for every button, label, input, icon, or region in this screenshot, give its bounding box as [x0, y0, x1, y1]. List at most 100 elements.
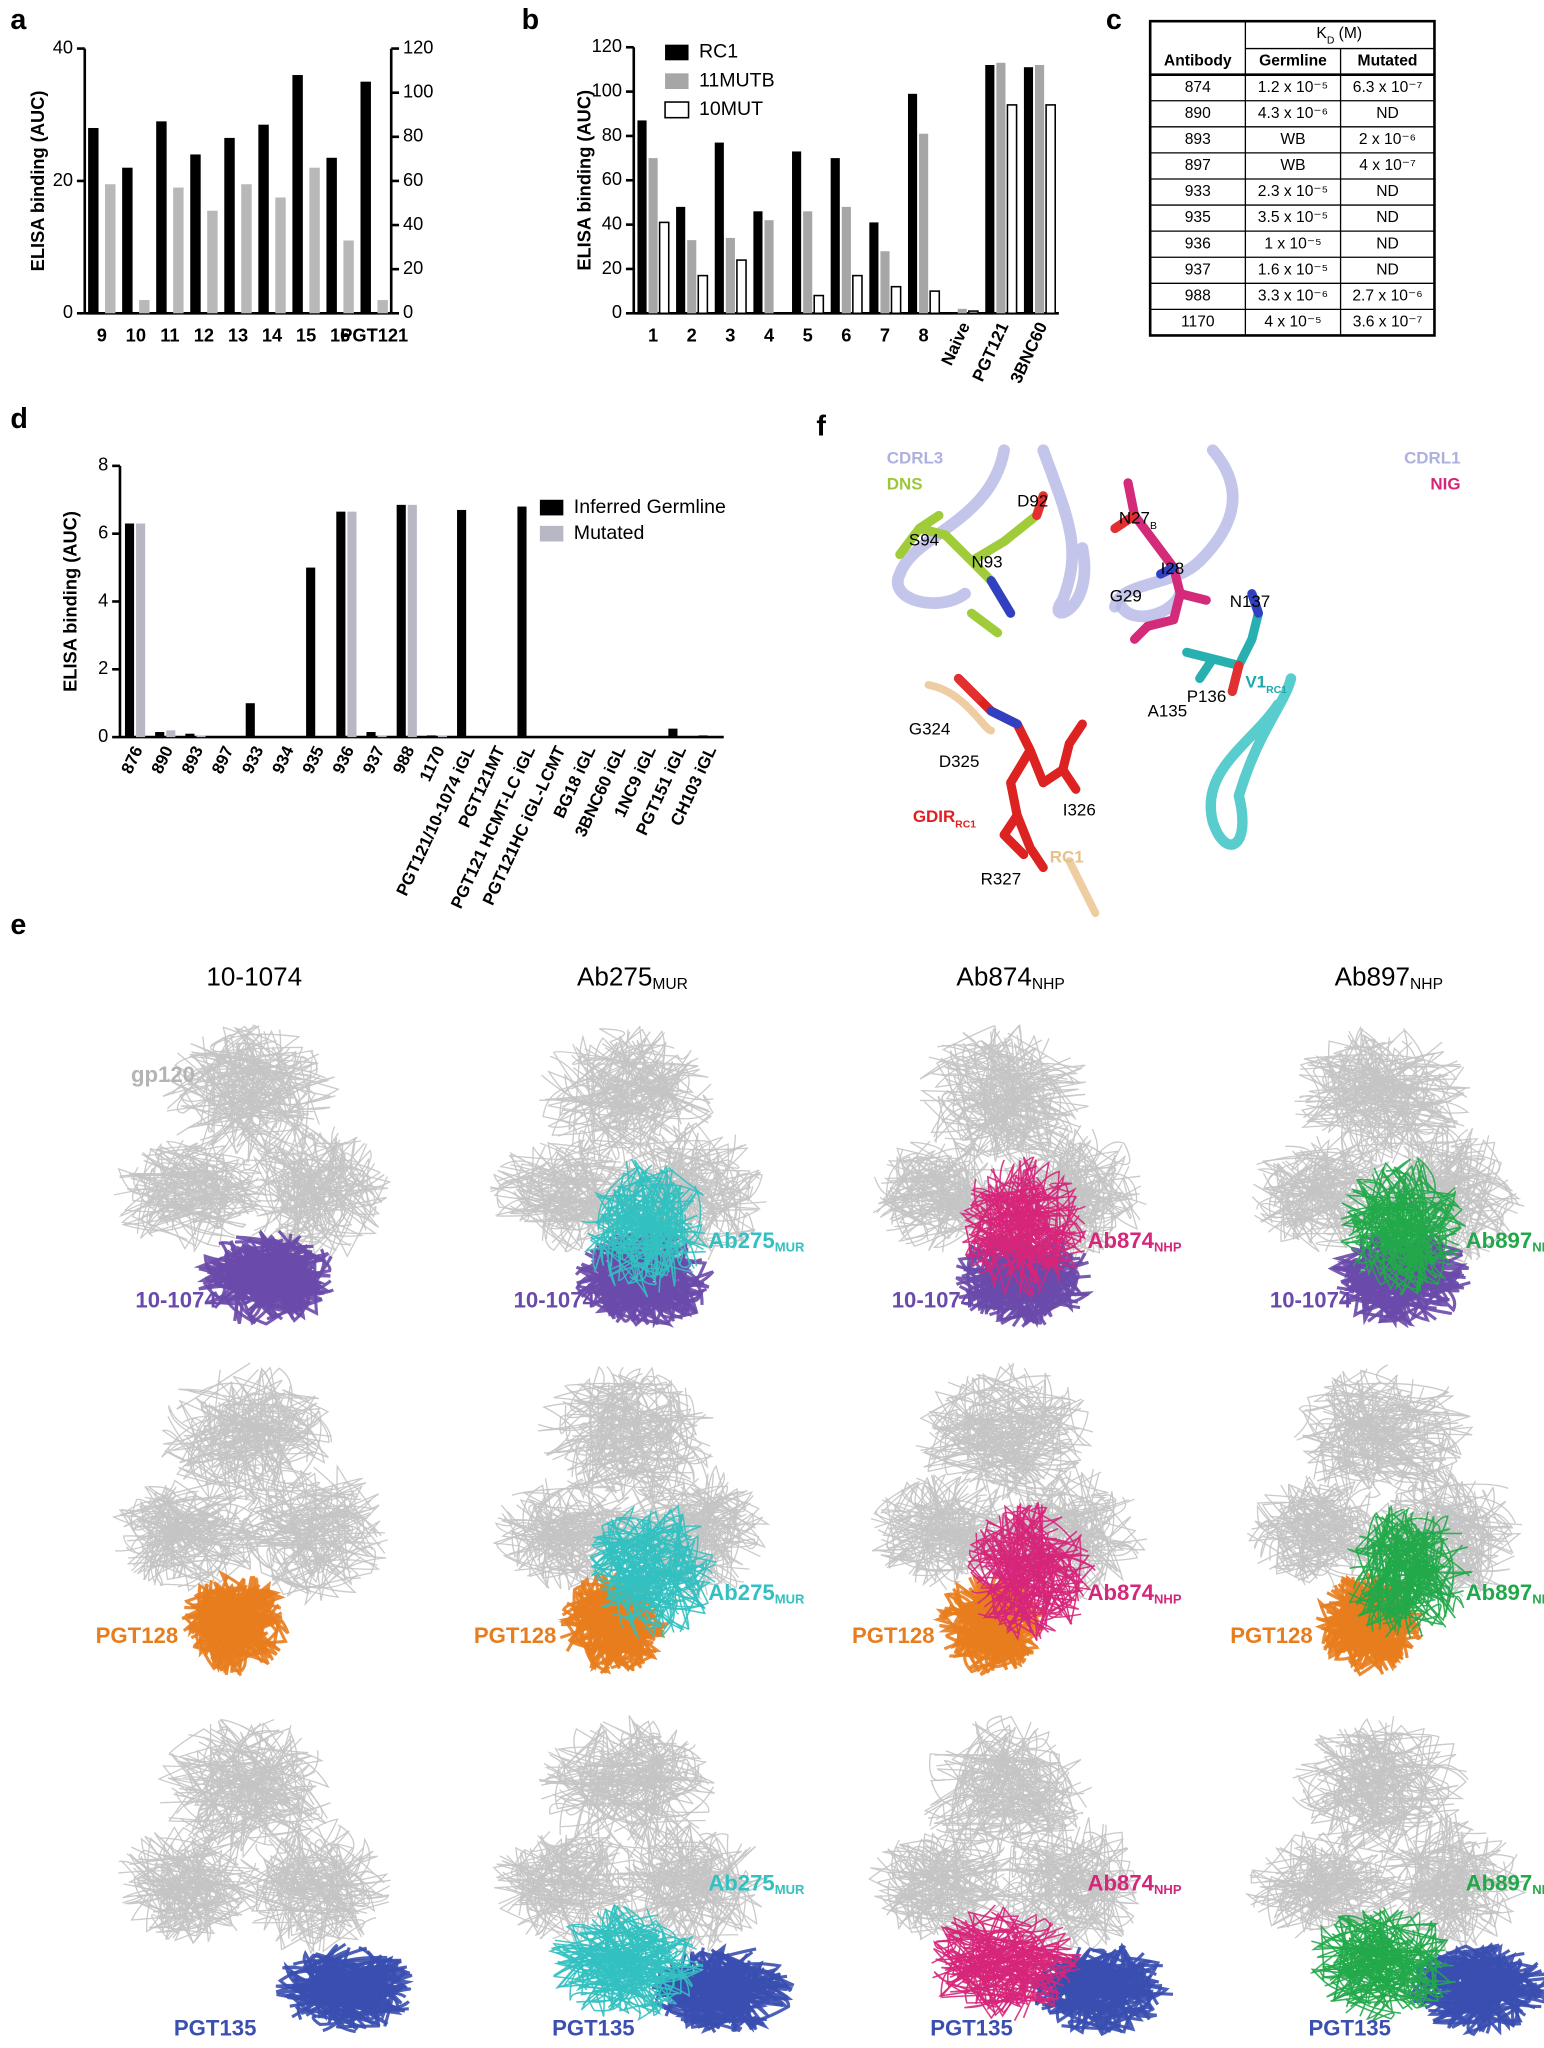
bar	[122, 167, 133, 314]
ribbon	[943, 1738, 1073, 1810]
ribbon	[1031, 1141, 1131, 1256]
column-title: 10-1074	[206, 961, 302, 991]
x-tick-label: 12	[194, 325, 214, 346]
x-tick-label: 1	[648, 325, 658, 346]
ribbon	[1397, 1813, 1475, 1931]
ribbon	[255, 1179, 347, 1258]
ribbon	[929, 1738, 1038, 1827]
ribbon	[538, 1746, 671, 1811]
bar	[196, 735, 206, 738]
ribbon	[648, 1844, 749, 1927]
ribbon	[1314, 1736, 1467, 1792]
ribbon	[496, 1855, 632, 1916]
residue-label-part: D325	[939, 753, 980, 772]
ribbon	[593, 1169, 689, 1249]
antibody-label-part: MUR	[775, 1883, 805, 1898]
x-tick-label: 5	[803, 325, 813, 346]
ribbon	[1350, 1181, 1458, 1280]
ribbon	[302, 1949, 405, 2019]
ribbon	[200, 1025, 314, 1130]
y2-tick-label: 20	[403, 257, 423, 278]
residue-label-part: NIG	[1430, 475, 1460, 494]
ribbon	[191, 1042, 297, 1122]
antibody-label-part: Ab275	[708, 1580, 775, 1605]
residue-label: S94	[909, 531, 939, 550]
y-tick-label: 20	[53, 169, 73, 190]
ribbon	[234, 1490, 378, 1581]
bar	[714, 142, 724, 314]
ribbon	[1319, 1911, 1422, 2009]
antibody-label: Ab275MUR	[708, 1228, 805, 1255]
y2-tick-label: 100	[403, 81, 433, 102]
ribbon	[1333, 1910, 1429, 1976]
structure	[111, 1362, 388, 1677]
column-title-part: 10-1074	[206, 961, 302, 991]
residue-label: RC1	[1050, 848, 1084, 867]
ribbon	[1297, 1488, 1349, 1576]
bar	[687, 240, 697, 314]
bar	[517, 506, 527, 738]
bar	[437, 735, 448, 738]
table-cell: 2.7 x 10⁻⁶	[1352, 287, 1422, 304]
ribbon	[919, 1387, 1061, 1442]
bar	[890, 285, 902, 315]
ribbon	[1079, 1953, 1118, 2024]
ribbon	[522, 1518, 607, 1570]
ribbon	[275, 1469, 365, 1584]
bar	[185, 733, 195, 738]
ribbon	[573, 1723, 671, 1806]
ribbon	[637, 1471, 725, 1587]
antibody-label: Ab897NHP	[1466, 1228, 1544, 1255]
ribbon	[1300, 1136, 1378, 1237]
ribbon	[201, 1747, 294, 1843]
ribbon	[1357, 1175, 1456, 1263]
ribbon	[179, 1030, 320, 1119]
x-tick-label: 2	[687, 325, 697, 346]
y-tick-label: 40	[53, 36, 73, 57]
ribbon	[182, 1414, 329, 1480]
residue-label-part: D92	[1017, 492, 1048, 511]
bar	[852, 274, 863, 315]
ribbon	[1284, 1142, 1330, 1217]
ribbon	[241, 1241, 313, 1309]
bar	[156, 121, 167, 314]
ribbon	[871, 1496, 1003, 1567]
ribbon	[661, 1827, 726, 1902]
ribbon	[264, 1131, 343, 1252]
ribbon	[122, 1849, 232, 1904]
bar	[326, 157, 337, 314]
table-cell: 4 x 10⁻⁵	[1264, 314, 1321, 331]
legend-label: RC1	[699, 41, 738, 63]
x-tick-label: 15	[296, 325, 316, 346]
ribbon	[1275, 1490, 1359, 1537]
bar	[697, 274, 709, 315]
ribbon	[1001, 1838, 1125, 1937]
table-cell: 2 x 10⁻⁶	[1359, 131, 1416, 148]
bar	[292, 75, 303, 314]
residue-label-part: CDRL1	[1404, 449, 1460, 468]
x-tick-label: 13	[228, 325, 248, 346]
ribbon	[200, 1366, 280, 1502]
y-tick-label: 0	[612, 301, 622, 322]
ribbon	[973, 1506, 1050, 1635]
bar	[275, 197, 286, 314]
ribbon	[1348, 1030, 1436, 1163]
ribbon	[1016, 1850, 1130, 1925]
ribbon	[560, 1403, 695, 1493]
bar	[407, 504, 417, 738]
residue-label-part: S94	[909, 531, 939, 550]
ribbon	[563, 1723, 686, 1841]
ribbon	[703, 1962, 783, 2026]
ribbon	[179, 1732, 275, 1839]
ribbon	[284, 1821, 353, 1891]
ribbon	[664, 1854, 756, 1954]
antibody-label: PGT128	[852, 1623, 935, 1648]
ribbon	[571, 1049, 677, 1148]
table: Antibody Germline Mutated 874 1.2 x 10⁻⁵ 6.3 …	[1148, 19, 1436, 337]
ribbon	[597, 1565, 685, 1586]
ribbon	[1295, 1847, 1396, 1918]
bar	[377, 300, 388, 314]
ribbon	[610, 1505, 690, 1583]
ribbon	[1110, 510, 1140, 534]
antibody-label: Ab874NHP	[1088, 1871, 1182, 1898]
